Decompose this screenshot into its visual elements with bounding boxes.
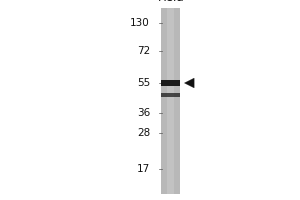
- Text: 36: 36: [137, 108, 150, 118]
- Bar: [167, 8, 174, 194]
- Text: 28: 28: [137, 128, 150, 138]
- Text: 130: 130: [130, 18, 150, 28]
- Polygon shape: [184, 78, 194, 88]
- Text: Hela: Hela: [158, 0, 184, 4]
- Text: 72: 72: [137, 46, 150, 56]
- Bar: [160, 80, 180, 86]
- Bar: [160, 8, 180, 194]
- Text: 17: 17: [137, 164, 150, 174]
- Text: 55: 55: [137, 78, 150, 88]
- Bar: [160, 93, 180, 97]
